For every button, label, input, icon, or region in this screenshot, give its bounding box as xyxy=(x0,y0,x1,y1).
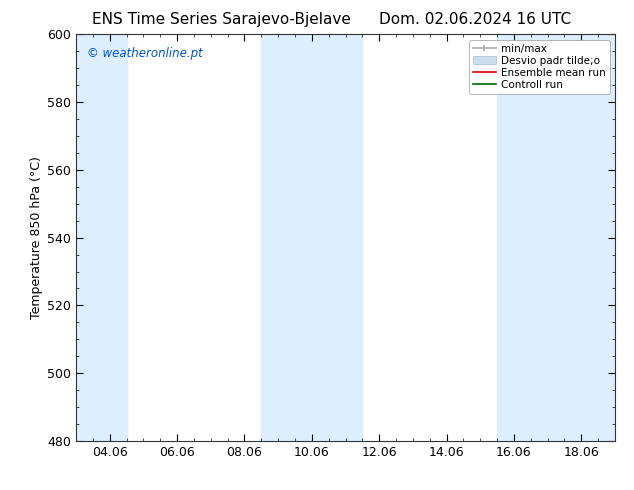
Text: ENS Time Series Sarajevo-Bjelave: ENS Time Series Sarajevo-Bjelave xyxy=(93,12,351,27)
Bar xyxy=(76,34,127,441)
Legend: min/max, Desvio padr tilde;o, Ensemble mean run, Controll run: min/max, Desvio padr tilde;o, Ensemble m… xyxy=(469,40,610,94)
Y-axis label: Temperature 850 hPa (°C): Temperature 850 hPa (°C) xyxy=(30,156,43,319)
Text: Dom. 02.06.2024 16 UTC: Dom. 02.06.2024 16 UTC xyxy=(379,12,572,27)
Text: © weatheronline.pt: © weatheronline.pt xyxy=(87,47,203,59)
Bar xyxy=(261,34,363,441)
Bar xyxy=(497,34,615,441)
